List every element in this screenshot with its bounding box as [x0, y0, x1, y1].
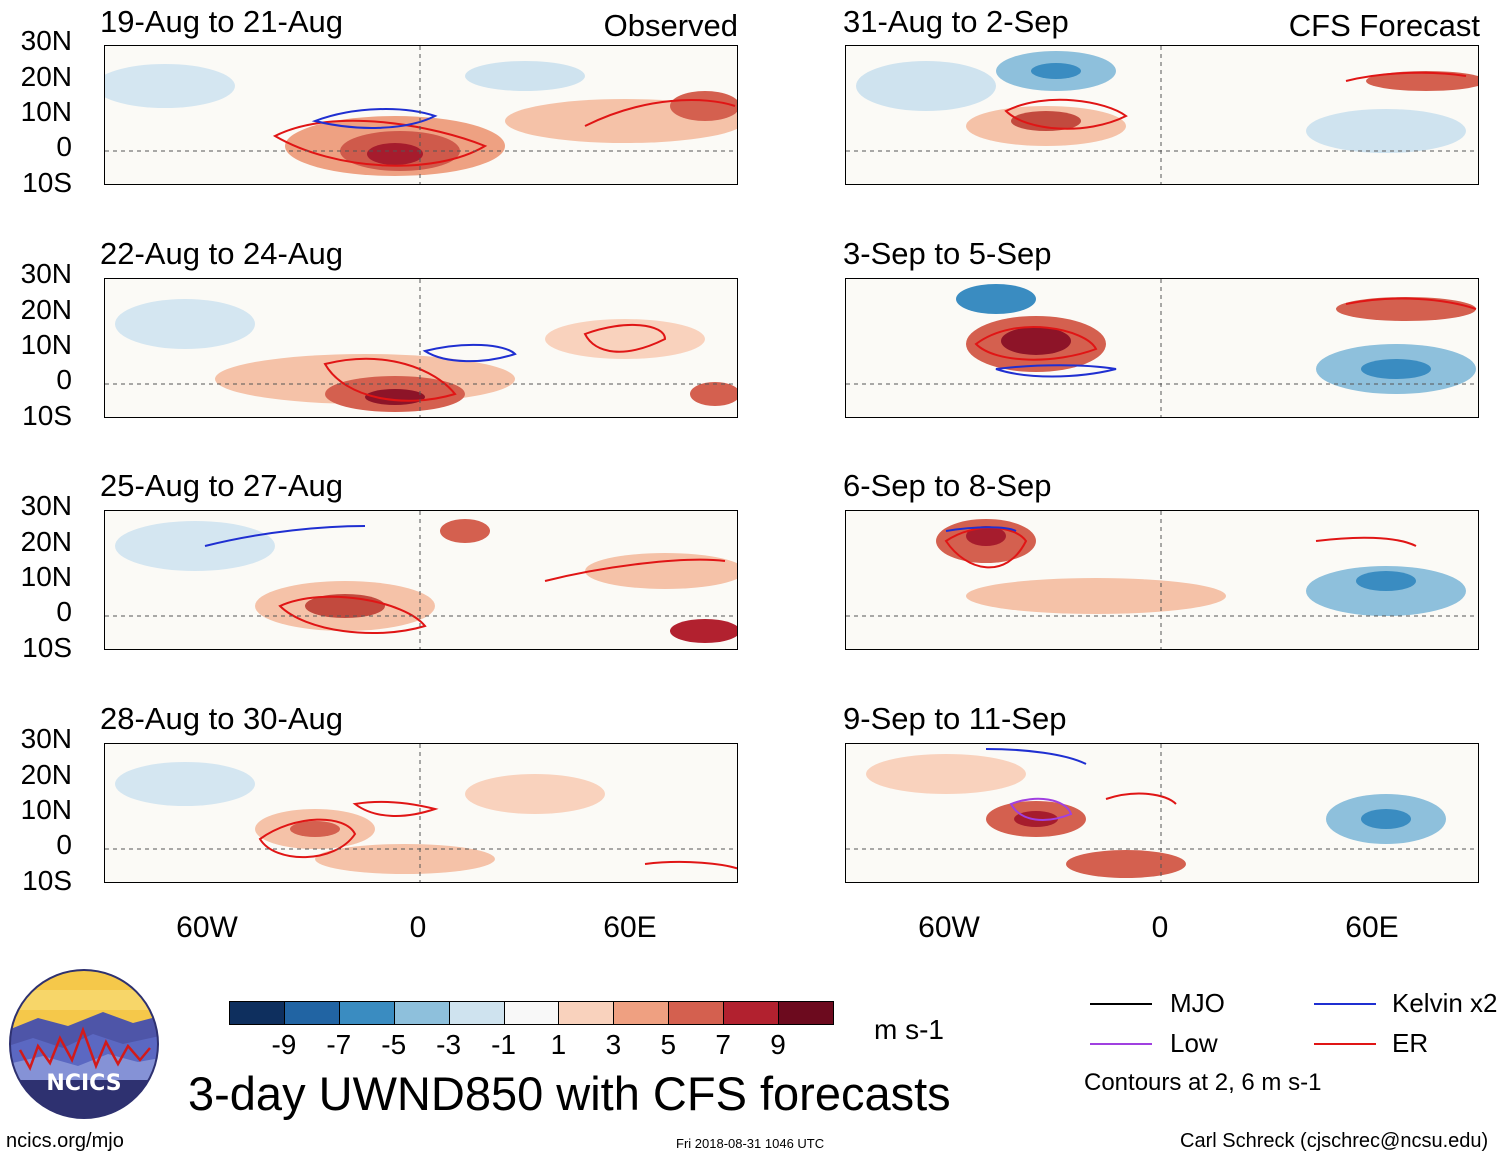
- lon-label-60w-right: 60W: [918, 911, 980, 944]
- observed-map-panel: [104, 510, 738, 650]
- lat-label: 30N: [20, 723, 72, 754]
- colorbar-tick-label: 5: [660, 1029, 677, 1060]
- colorbar-tick-label: 7: [715, 1029, 731, 1060]
- lat-label: 10S: [22, 632, 72, 663]
- lat-label: 30N: [20, 490, 72, 521]
- forecast-panel-4-title: 9-Sep to 11-Sep: [843, 701, 1067, 736]
- colorbar-swatch: [393, 1001, 450, 1025]
- colorbar-swatch: [338, 1001, 395, 1025]
- colorbar-swatch: [283, 1001, 340, 1025]
- colorbar-tick-label: -5: [381, 1029, 407, 1060]
- forecast-panel-2-title: 3-Sep to 5-Sep: [843, 236, 1052, 271]
- lat-label: 10N: [20, 96, 72, 127]
- figure-title: 3-day UWND850 with CFS forecasts: [188, 1067, 951, 1120]
- colorbar-tick-label: -3: [436, 1029, 462, 1060]
- observed-panel-4-title: 28-Aug to 30-Aug: [100, 701, 344, 736]
- colorbar-tick-label: 1: [550, 1029, 567, 1060]
- observed-map-panel: [104, 45, 738, 185]
- forecast-map-panel: [845, 45, 1479, 185]
- lat-label: 20N: [20, 526, 72, 557]
- colorbar-tick-label: -7: [326, 1029, 352, 1060]
- legend-mjo-label: MJO: [1170, 988, 1225, 1018]
- lat-label: 0: [56, 596, 72, 627]
- lat-label: 10S: [22, 865, 72, 896]
- legend-er-label: ER: [1392, 1028, 1429, 1058]
- logo-text: NCICS: [46, 1071, 121, 1096]
- colorbar-tick-label: 9: [770, 1029, 786, 1060]
- colorbar-tick-label: -1: [491, 1029, 516, 1060]
- lat-label: 10N: [20, 794, 72, 825]
- lat-label: 10N: [20, 329, 72, 360]
- legend-low-label: Low: [1170, 1028, 1218, 1058]
- lat-label: 10N: [20, 561, 72, 592]
- lon-label-0-left: 0: [409, 911, 427, 944]
- lat-label: 20N: [20, 61, 72, 92]
- colorbar-swatch: [229, 1001, 285, 1025]
- colorbar-swatch: [558, 1001, 615, 1025]
- forecast-panel-3-title: 6-Sep to 8-Sep: [843, 468, 1052, 503]
- forecast-label: CFS Forecast: [1288, 8, 1480, 43]
- colorbar-tick-label: -9: [271, 1029, 297, 1060]
- lat-label: 30N: [20, 258, 72, 289]
- observed-panel-1-title: 19-Aug to 21-Aug: [100, 4, 344, 39]
- legend-low-line: [1090, 1043, 1152, 1045]
- footer-timestamp: Fri 2018-08-31 1046 UTC: [676, 1136, 825, 1151]
- colorbar-swatch: [613, 1001, 670, 1025]
- lon-label-60e-left: 60E: [603, 911, 657, 944]
- lon-label-60e-right: 60E: [1345, 911, 1399, 944]
- lat-label: 0: [56, 364, 72, 395]
- lat-label: 10S: [22, 167, 72, 198]
- observed-panel-3-title: 25-Aug to 27-Aug: [100, 468, 344, 503]
- observed-map-panel: [104, 743, 738, 883]
- legend-contour-note: Contours at 2, 6 m s-1: [1084, 1069, 1322, 1096]
- lat-label: 30N: [20, 25, 72, 56]
- colorbar-swatch: [503, 1001, 560, 1025]
- forecast-map-panel: [845, 278, 1479, 418]
- legend-er-line: [1314, 1043, 1376, 1045]
- lat-label: 20N: [20, 759, 72, 790]
- lat-label: 20N: [20, 294, 72, 325]
- footer-credit: Carl Schreck (cjschrec@ncsu.edu): [1180, 1130, 1489, 1152]
- ncics-logo: NCICS: [8, 968, 160, 1120]
- colorbar-swatch: [723, 1001, 780, 1025]
- colorbar-tick-label: 3: [605, 1029, 622, 1060]
- legend-kelvin-line: [1314, 1003, 1376, 1005]
- legend-kelvin-label: Kelvin x2: [1392, 988, 1498, 1018]
- colorbar-swatch: [778, 1001, 834, 1025]
- footer-url[interactable]: ncics.org/mjo: [6, 1130, 124, 1152]
- observed-panel-2-title: 22-Aug to 24-Aug: [100, 236, 344, 271]
- forecast-map-panel: [845, 743, 1479, 883]
- lon-label-0-right: 0: [1151, 911, 1169, 944]
- lat-label: 0: [56, 131, 72, 162]
- observed-label: Observed: [603, 8, 738, 43]
- colorbar-swatch: [448, 1001, 505, 1025]
- observed-map-panel: [104, 278, 738, 418]
- lon-label-60w-left: 60W: [176, 911, 238, 944]
- legend-mjo-line: [1090, 1003, 1152, 1005]
- forecast-map-panel: [845, 510, 1479, 650]
- lat-label: 10S: [22, 400, 72, 431]
- colorbar-units: m s-1: [874, 1014, 944, 1045]
- colorbar: [229, 1001, 834, 1027]
- colorbar-swatch: [668, 1001, 725, 1025]
- lat-label: 0: [56, 829, 72, 860]
- forecast-panel-1-title: 31-Aug to 2-Sep: [843, 4, 1069, 39]
